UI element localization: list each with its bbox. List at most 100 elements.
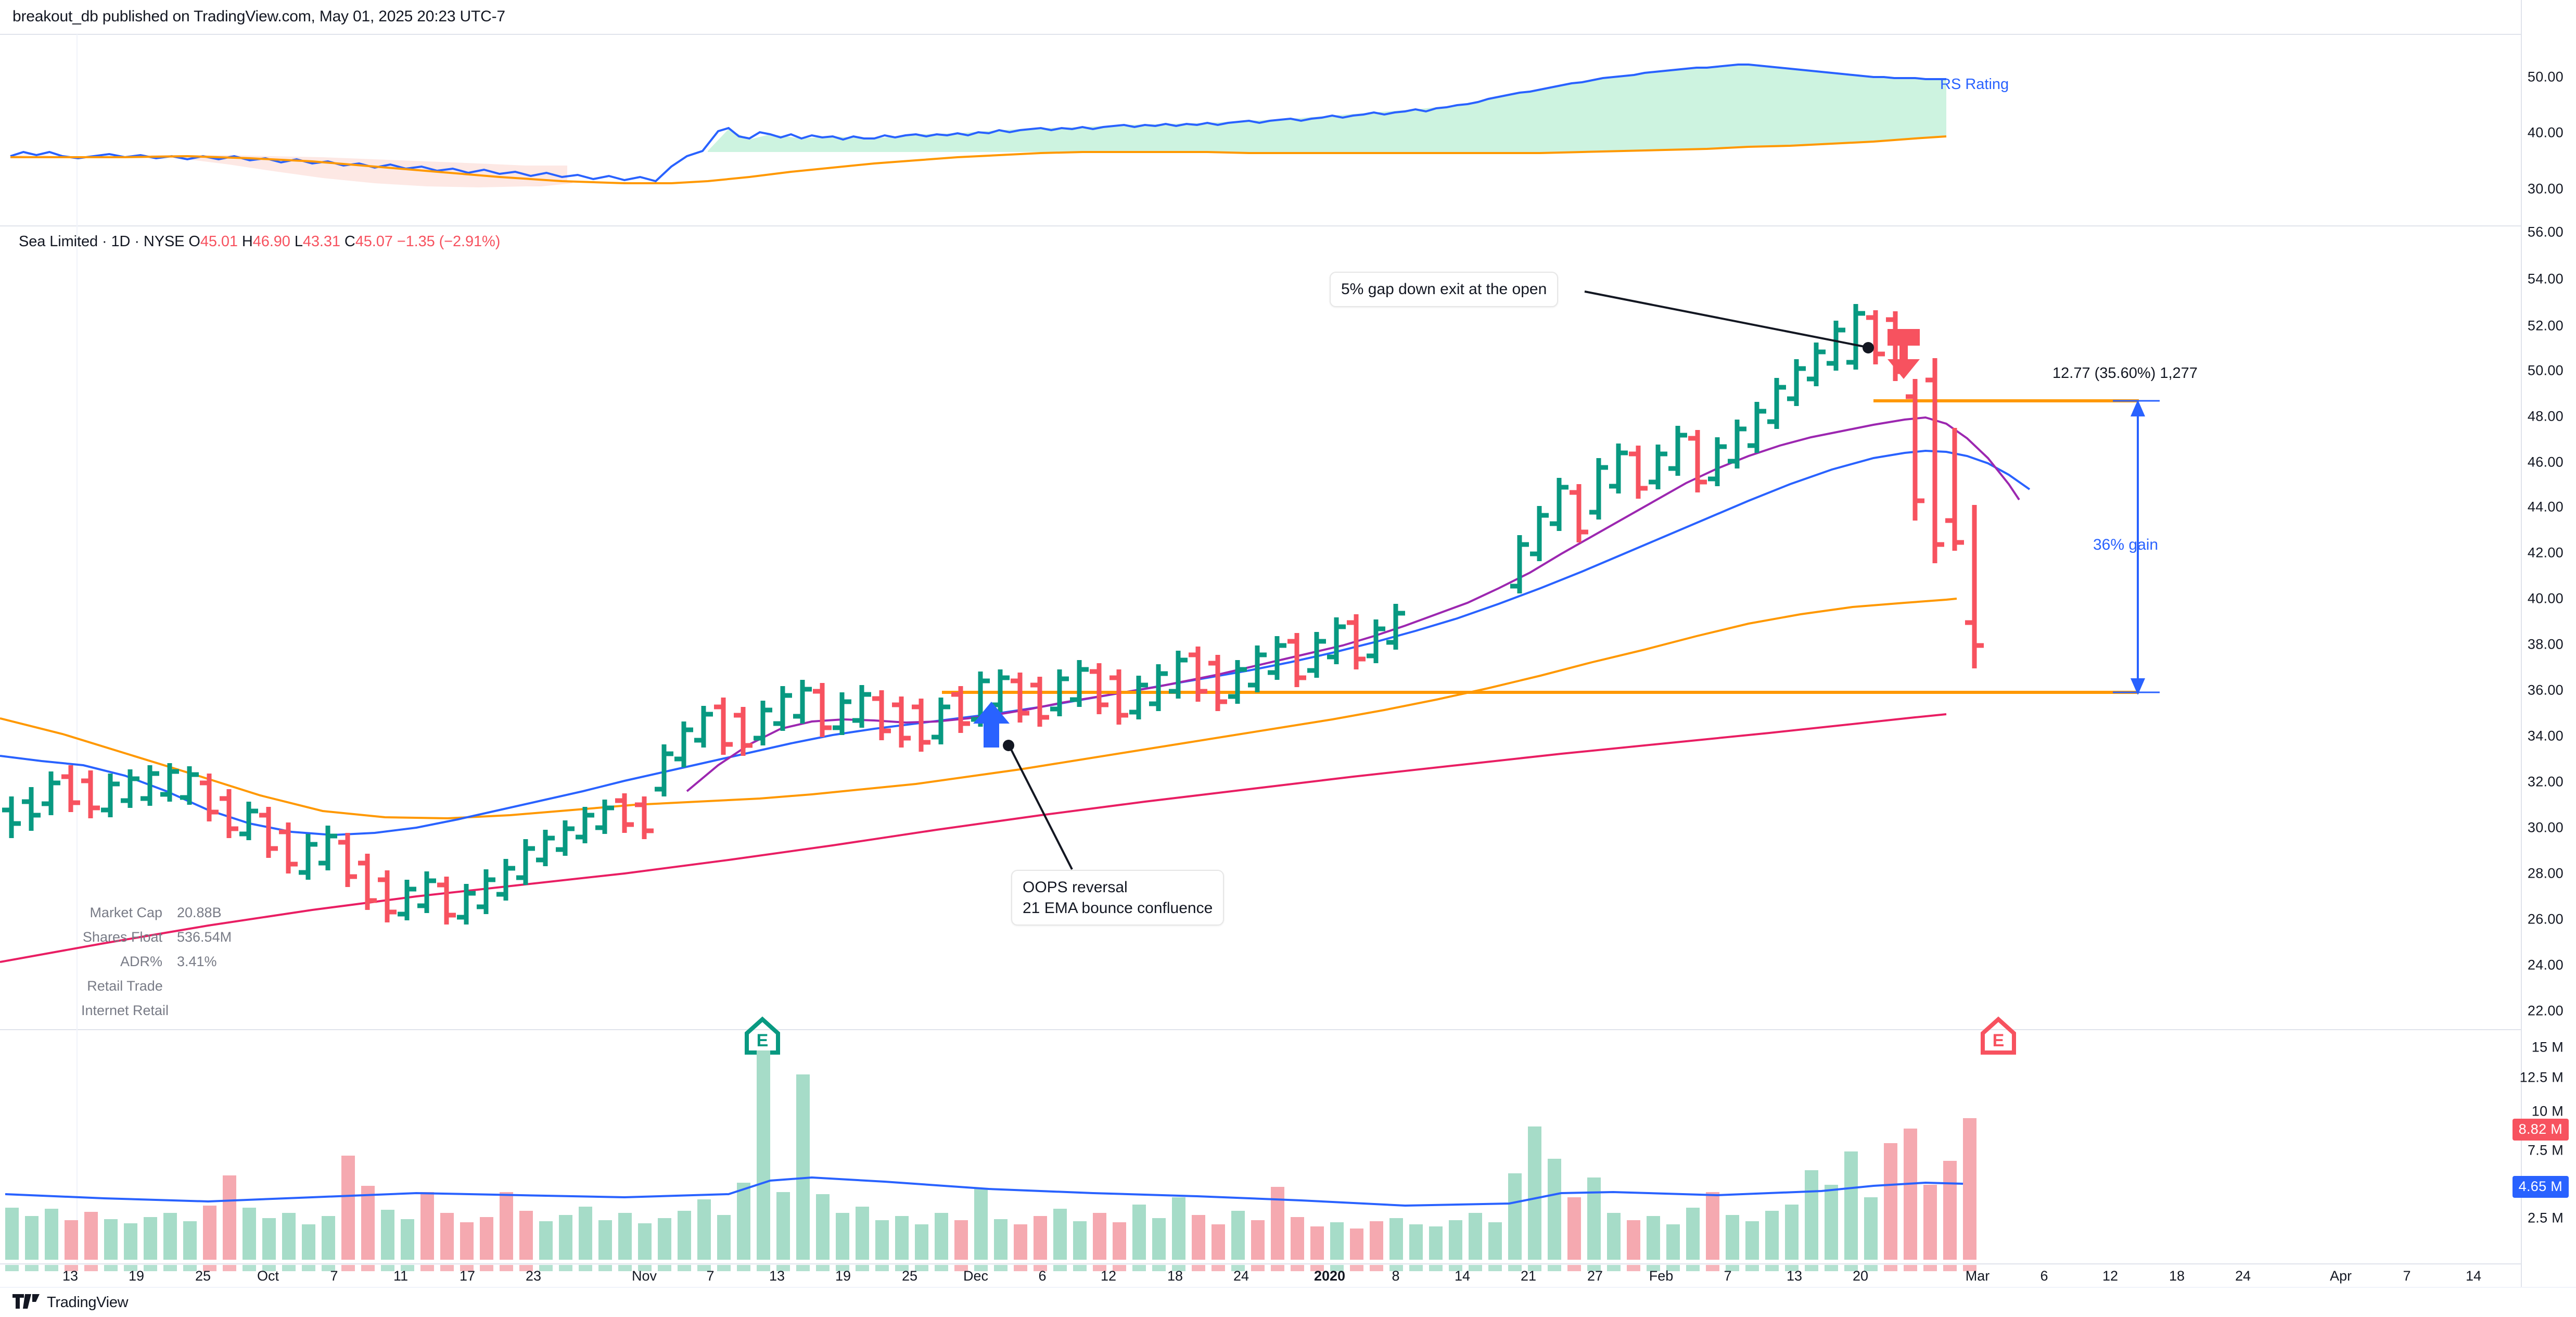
exit-arrow-marker — [1888, 329, 1920, 379]
ohlc-h-label: H — [241, 233, 253, 250]
time-tick: 13 — [62, 1268, 79, 1284]
time-tick: 19 — [835, 1268, 851, 1284]
gap-exit-leader — [1584, 290, 1874, 353]
price-axis-tick: 52.00 — [2527, 318, 2564, 334]
time-tick: 25 — [901, 1268, 918, 1284]
fund-value-market-cap: 20.88B — [177, 905, 222, 920]
time-tick: 23 — [525, 1268, 542, 1284]
price-axis-tick: 54.00 — [2527, 271, 2564, 287]
time-tick: 7 — [2403, 1268, 2411, 1284]
time-tick: 6 — [1038, 1268, 1047, 1284]
volume-ma-badge: 4.65 M — [2512, 1176, 2569, 1198]
fund-value-adr-pct: 3.41% — [177, 954, 217, 969]
time-tick: Feb — [1649, 1268, 1674, 1284]
time-tick: 18 — [2169, 1268, 2185, 1284]
price-axis-tick: 30.00 — [2527, 819, 2564, 835]
ohlc-low: 43.31 — [302, 233, 340, 250]
time-tick-year: 2020 — [1313, 1268, 1346, 1284]
publish-text: breakout_db published on TradingView.com… — [12, 8, 505, 25]
publish-header: breakout_db published on TradingView.com… — [0, 0, 2576, 33]
ohlc-change: −1.35 (−2.91%) — [397, 233, 501, 250]
fund-key-market-cap: Market Cap — [90, 905, 162, 920]
rs-rating-pane — [10, 64, 1947, 187]
time-tick: 19 — [128, 1268, 145, 1284]
volume-axis-tick: 2.5 M — [2527, 1210, 2564, 1226]
fund-key-adr-pct: ADR% — [120, 954, 162, 969]
measurement-label: 12.77 (35.60%) 1,277 — [2052, 365, 2198, 382]
fund-key-shares-float: Shares Float — [82, 929, 162, 945]
volume-axis-tick: 15 M — [2531, 1039, 2564, 1055]
time-tick: 21 — [1520, 1268, 1537, 1284]
volume-axis-tick: 12.5 M — [2519, 1069, 2564, 1085]
price-axis-tick: 38.00 — [2527, 636, 2564, 652]
price-axis-tick: 24.00 — [2527, 957, 2564, 973]
last-volume-badge: 8.82 M — [2512, 1119, 2569, 1141]
ohlc-high: 46.90 — [252, 233, 290, 250]
time-tick: Oct — [257, 1268, 279, 1284]
price-axis-tick: 56.00 — [2527, 224, 2564, 240]
time-tick: 7 — [1724, 1268, 1732, 1284]
price-axis-tick: 22.00 — [2527, 1003, 2564, 1019]
price-pane — [0, 290, 2160, 963]
symbol-title: Sea Limited · 1D · NYSE — [19, 233, 185, 250]
price-axis-tick: 40.00 — [2527, 590, 2564, 606]
fundamentals-row: Market Cap 20.88B — [21, 901, 232, 925]
ohlc-c-label: C — [344, 233, 355, 250]
time-tick: 7 — [330, 1268, 338, 1284]
symbol-legend: Sea Limited · 1D · NYSE O45.01 H46.90 L4… — [19, 233, 500, 250]
time-tick: Nov — [631, 1268, 657, 1284]
time-tick: 24 — [1233, 1268, 1249, 1284]
fund-value-shares-float: 536.54M — [177, 929, 232, 945]
fund-industry: Retail Trade — [87, 978, 163, 994]
svg-text:E: E — [1993, 1031, 2005, 1050]
oops-leader — [1003, 740, 1073, 870]
fundamentals-row: ADR% 3.41% — [21, 949, 232, 974]
rs-axis-tick: 50.00 — [2527, 69, 2564, 85]
price-axis-tick: 32.00 — [2527, 774, 2564, 790]
entry-arrow-marker — [973, 702, 1010, 748]
time-tick: 17 — [459, 1268, 476, 1284]
tradingview-wordmark: TradingView — [47, 1294, 129, 1311]
volume-axis-tick: 7.5 M — [2527, 1142, 2564, 1158]
time-tick: 24 — [2235, 1268, 2251, 1284]
time-tick: 12 — [2102, 1268, 2119, 1284]
volume-pane — [5, 1050, 1976, 1260]
ohlc-open: 45.01 — [200, 233, 238, 250]
time-tick: 27 — [1587, 1268, 1603, 1284]
fundamentals-row: Internet Retail — [21, 998, 232, 1023]
time-tick: Dec — [963, 1268, 989, 1284]
time-tick: 7 — [706, 1268, 715, 1284]
price-axis-tick: 42.00 — [2527, 544, 2564, 561]
ohlc-close: 45.07 — [355, 233, 393, 250]
time-tick: Apr — [2329, 1268, 2352, 1284]
time-tick: 18 — [1167, 1268, 1183, 1284]
price-axis-tick: 50.00 — [2527, 362, 2564, 378]
gap-exit-callout[interactable]: 5% gap down exit at the open — [1330, 272, 1559, 307]
ohlc-o-label: O — [188, 233, 200, 250]
fund-sub-industry: Internet Retail — [81, 1003, 169, 1018]
last-price-badge: 45.07 — [2526, 473, 2562, 488]
time-tick: 14 — [1454, 1268, 1471, 1284]
time-tick: 8 — [1392, 1268, 1400, 1284]
price-axis-tick: 26.00 — [2527, 911, 2564, 927]
tradingview-logo-icon — [12, 1294, 40, 1309]
fundamentals-row: Retail Trade — [21, 974, 232, 998]
price-axis-tick: 44.00 — [2527, 499, 2564, 515]
candlestick-series — [2, 304, 1984, 925]
time-tick: 13 — [769, 1268, 785, 1284]
time-axis[interactable]: 13 19 25 Oct 7 11 17 23 Nov 7 13 19 25 D… — [0, 1265, 2576, 1294]
time-tick: 13 — [1786, 1268, 1803, 1284]
fundamentals-row: Shares Float 536.54M — [21, 925, 232, 949]
time-tick: 25 — [195, 1268, 211, 1284]
price-axis-tick: 36.00 — [2527, 682, 2564, 698]
rs-axis-tick: 40.00 — [2527, 124, 2564, 141]
time-tick: Mar — [1965, 1268, 1990, 1284]
time-tick: 12 — [1100, 1268, 1117, 1284]
svg-text:E: E — [757, 1031, 769, 1050]
volume-axis-tick: 10 M — [2531, 1103, 2564, 1119]
rs-rating-label: RS Rating — [1940, 76, 2009, 93]
oops-reversal-callout[interactable]: OOPS reversal 21 EMA bounce confluence — [1011, 870, 1225, 926]
time-tick: 20 — [1852, 1268, 1869, 1284]
